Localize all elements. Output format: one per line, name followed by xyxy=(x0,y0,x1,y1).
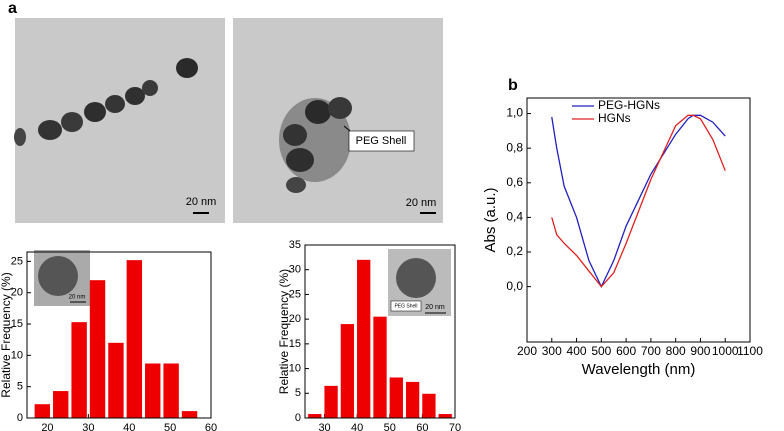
y-tick-label: 5 xyxy=(295,387,301,399)
y-tick-label: 30 xyxy=(289,264,301,276)
y-tick-label: 0,0 xyxy=(506,279,523,293)
x-tick-label: 70 xyxy=(449,422,461,431)
plot-frame xyxy=(26,251,212,419)
x-tick-label: 1100 xyxy=(737,344,763,358)
inset-image xyxy=(388,249,451,316)
line-series xyxy=(551,114,726,289)
bar xyxy=(145,363,161,418)
plot-frame xyxy=(526,97,751,343)
y-tick-label: 0,4 xyxy=(506,210,523,224)
x-tick-label: 50 xyxy=(384,422,396,431)
tem-image-left xyxy=(14,18,225,223)
y-tick-label: 15 xyxy=(11,318,23,330)
x-tick-label: 500 xyxy=(591,344,611,358)
bar xyxy=(340,324,355,418)
inset-image xyxy=(34,250,90,306)
bar xyxy=(389,377,403,418)
legend-label: HGNs xyxy=(598,111,631,125)
scale-label: 20 nm xyxy=(186,196,217,208)
scale-label: 20 nm xyxy=(425,304,445,311)
scale-label: 20 nm xyxy=(69,295,86,301)
plot-frame xyxy=(304,244,456,419)
x-tick-label: 50 xyxy=(164,422,176,431)
bar xyxy=(53,391,69,418)
bar xyxy=(34,404,51,418)
x-tick-label: 200 xyxy=(517,344,537,358)
y-tick-label: 35 xyxy=(289,239,301,251)
legend-label: PEG-HGNs xyxy=(598,98,660,112)
y-tick-label: 0 xyxy=(295,412,301,424)
x-tick-label: 40 xyxy=(351,422,363,431)
y-tick-label: 25 xyxy=(289,288,301,300)
bar xyxy=(71,322,87,418)
x-tick-label: 60 xyxy=(205,422,217,431)
panel-label: a xyxy=(8,0,17,17)
scale-label: 20 nm xyxy=(406,197,437,209)
y-tick-label: 10 xyxy=(11,349,23,361)
bar xyxy=(108,342,124,418)
tem-image-right xyxy=(233,18,443,223)
bar xyxy=(181,411,198,418)
y-tick-label: 15 xyxy=(289,338,301,350)
x-axis-label: Wavelength (nm) xyxy=(582,361,696,378)
x-tick-label: 30 xyxy=(82,422,94,431)
x-tick-label: 400 xyxy=(567,344,587,358)
x-tick-label: 300 xyxy=(542,344,562,358)
bar xyxy=(126,260,143,418)
y-tick-label: 1,0 xyxy=(506,106,523,120)
x-tick-label: 20 xyxy=(41,422,53,431)
bar xyxy=(89,280,106,418)
panel-label: b xyxy=(508,77,518,94)
y-axis-label: Abs (a.u.) xyxy=(482,187,499,252)
y-tick-label: 0,2 xyxy=(506,244,523,258)
annotation: PEG Shell xyxy=(356,135,407,147)
x-tick-label: 1000 xyxy=(712,344,739,358)
x-tick-label: 900 xyxy=(690,344,710,358)
y-axis-label: Relative Frequency (%) xyxy=(277,269,291,394)
annotation: PEG Shell xyxy=(394,303,417,309)
y-tick-label: 0 xyxy=(17,412,23,424)
bar xyxy=(324,385,338,418)
x-tick-label: 700 xyxy=(641,344,661,358)
bar xyxy=(422,393,436,418)
x-tick-label: 60 xyxy=(416,422,428,431)
line-series xyxy=(551,114,726,288)
y-axis-label: Relative Frequency (%) xyxy=(0,272,13,397)
bar xyxy=(357,259,371,418)
y-tick-label: 5 xyxy=(17,381,23,393)
x-tick-label: 30 xyxy=(318,422,330,431)
x-tick-label: 800 xyxy=(666,344,686,358)
y-tick-label: 0,6 xyxy=(506,175,523,189)
y-tick-label: 0,8 xyxy=(506,140,523,154)
bar xyxy=(373,316,387,418)
x-tick-label: 600 xyxy=(616,344,636,358)
bar xyxy=(163,363,179,418)
y-tick-label: 20 xyxy=(11,287,23,299)
x-tick-label: 40 xyxy=(123,422,135,431)
bar xyxy=(308,414,322,418)
y-tick-label: 10 xyxy=(289,362,301,374)
y-tick-label: 20 xyxy=(289,313,301,325)
bar xyxy=(405,381,420,418)
bar xyxy=(438,414,452,418)
y-tick-label: 25 xyxy=(11,255,23,267)
